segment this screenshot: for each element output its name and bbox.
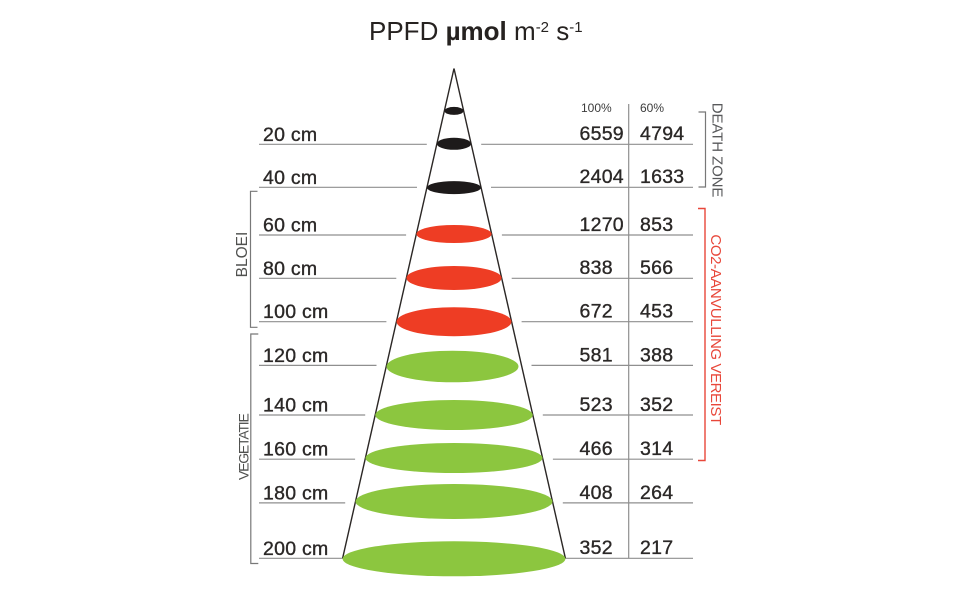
svg-text:853: 853	[640, 214, 673, 236]
svg-text:60 cm: 60 cm	[263, 215, 317, 237]
svg-text:466: 466	[580, 438, 613, 460]
svg-text:408: 408	[580, 482, 613, 504]
svg-text:264: 264	[640, 482, 673, 504]
svg-text:140 cm: 140 cm	[263, 395, 328, 417]
svg-text:314: 314	[640, 438, 673, 460]
svg-text:PPFD µmol m-2 s-1: PPFD µmol m-2 s-1	[369, 16, 583, 46]
svg-text:352: 352	[580, 537, 613, 559]
svg-text:217: 217	[640, 537, 673, 559]
svg-text:838: 838	[580, 257, 613, 279]
svg-text:40 cm: 40 cm	[263, 167, 317, 189]
svg-text:453: 453	[640, 301, 673, 323]
svg-text:6559: 6559	[580, 123, 624, 145]
svg-text:1633: 1633	[640, 166, 684, 188]
svg-text:20 cm: 20 cm	[263, 124, 317, 146]
svg-text:BLOEI: BLOEI	[234, 232, 251, 278]
svg-text:4794: 4794	[640, 123, 684, 145]
svg-text:180 cm: 180 cm	[263, 482, 328, 504]
svg-text:566: 566	[640, 257, 673, 279]
svg-text:672: 672	[580, 301, 613, 323]
svg-text:VEGETATIE: VEGETATIE	[236, 413, 252, 480]
svg-text:DEATH ZONE: DEATH ZONE	[709, 103, 726, 198]
svg-text:352: 352	[640, 394, 673, 416]
svg-text:120 cm: 120 cm	[263, 345, 328, 367]
svg-text:60%: 60%	[640, 101, 664, 115]
svg-text:523: 523	[580, 394, 613, 416]
svg-text:200 cm: 200 cm	[263, 538, 328, 560]
svg-text:80 cm: 80 cm	[263, 258, 317, 280]
svg-text:160 cm: 160 cm	[263, 439, 328, 461]
svg-text:1270: 1270	[580, 214, 624, 236]
svg-text:388: 388	[640, 344, 673, 366]
svg-text:CO2-AANVULLING VEREIST: CO2-AANVULLING VEREIST	[707, 234, 724, 425]
svg-text:100 cm: 100 cm	[263, 301, 328, 323]
svg-text:100%: 100%	[581, 101, 612, 115]
svg-text:2404: 2404	[580, 166, 624, 188]
svg-text:581: 581	[580, 344, 613, 366]
